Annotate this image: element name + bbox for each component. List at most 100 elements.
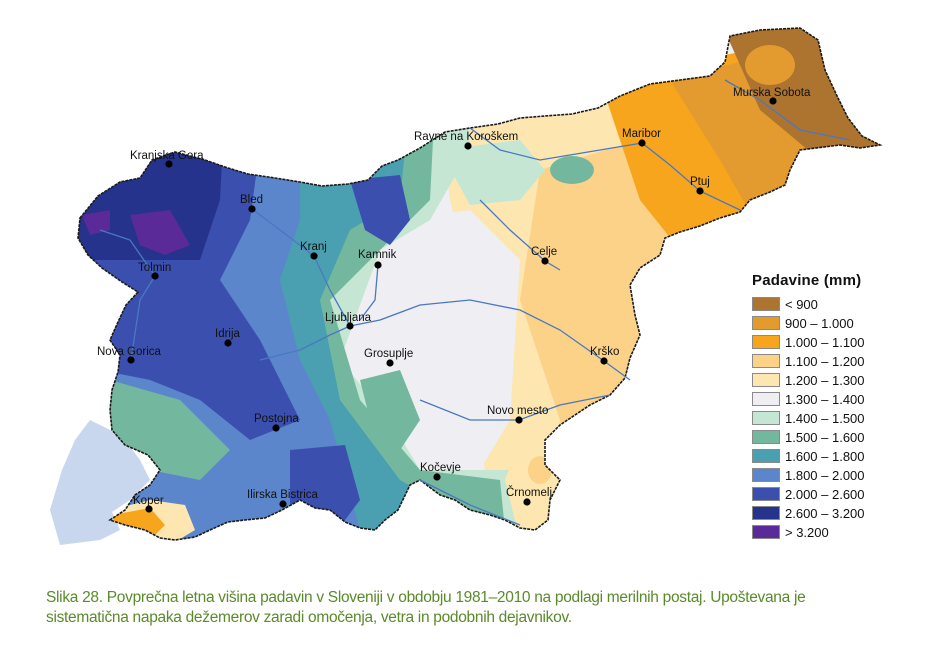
legend-swatch [752,354,780,368]
city-dot-icon [145,505,153,513]
river-ljubljanica [259,325,351,361]
city-label: Ravne na Koroškem [414,131,518,143]
legend-label: < 900 [785,296,818,312]
city-dot-icon [638,139,646,147]
city-dot-icon [386,359,394,367]
city-label: Črnomelj [506,486,552,499]
city-dot-icon [279,500,287,508]
legend-label: 900 – 1.000 [785,315,854,331]
city-label: Kranjska Gora [130,150,204,162]
city-dot-icon [696,187,704,195]
city-label: Novo mesto [487,405,548,417]
legend-label: 2.000 – 2.600 [785,486,865,502]
city-label: Tolmin [138,262,171,274]
city-dot-icon [600,357,608,365]
city-dot-icon [769,97,777,105]
city-marker: Kranj [300,241,327,260]
river-mura [724,79,851,141]
legend-item: 2.600 – 3.200 [752,504,922,522]
city-label: Idrija [215,328,241,340]
legend-label: 1.800 – 2.000 [785,467,865,483]
city-dot-icon [433,473,441,481]
legend-label: 1.400 – 1.500 [785,410,865,426]
city-marker: Novo mesto [487,405,548,424]
city-label: Bled [240,194,263,206]
city-label: Krško [590,346,619,358]
legend-label: 2.600 – 3.200 [785,505,865,521]
country-border [77,27,883,541]
city-label: Postojna [254,413,299,425]
city-dot-icon [224,339,232,347]
river-kolpa [419,479,521,526]
legend-label: 1.300 – 1.400 [785,391,865,407]
city-label: Kranj [300,241,327,253]
city-marker: Postojna [254,413,299,432]
city-label: Koper [133,495,164,507]
city-marker: Bled [240,194,263,213]
river-sava [251,208,631,381]
legend-swatch [752,449,780,463]
rivers [99,79,851,526]
city-marker: Krško [590,346,619,365]
legend-label: 1.000 – 1.100 [785,334,865,350]
city-marker: Ravne na Koroškem [414,131,518,150]
city-marker: Ilirska Bistrica [247,489,319,508]
legend-swatch [752,487,780,501]
legend-label: 1.600 – 1.800 [785,448,865,464]
legend-item: 900 – 1.000 [752,314,922,332]
city-dot-icon [272,424,280,432]
legend-label: 1.500 – 1.600 [785,429,865,445]
legend-swatch [752,297,780,311]
river-kamniska [359,264,379,321]
city-dot-icon [374,261,382,269]
legend-swatch [752,392,780,406]
legend-item: 1.400 – 1.500 [752,409,922,427]
legend-item: 1.200 – 1.300 [752,371,922,389]
city-label: Kamnik [358,249,397,261]
caption-line-1: Slika 28. Povprečna letna višina padavin… [46,589,806,606]
city-marker: Grosuplje [364,348,413,367]
city-label: Kočevje [420,462,461,474]
city-marker: Ljubljana [325,312,372,330]
legend-item: 2.000 – 2.600 [752,485,922,503]
city-marker: Kranjska Gora [130,150,204,168]
legend-label: 1.200 – 1.300 [785,372,865,388]
city-dot-icon [541,257,549,265]
figure-caption: Slika 28. Povprečna letna višina padavin… [46,588,926,628]
city-dot-icon [346,322,354,330]
legend-item: 1.000 – 1.100 [752,333,922,351]
city-dot-icon [523,498,531,506]
city-marker: Maribor [622,128,661,147]
city-dot-icon [151,272,159,280]
city-dot-icon [310,252,318,260]
city-marker: Tolmin [138,262,171,280]
river-drava [469,127,741,211]
city-dot-icon [464,142,472,150]
caption-line-2: sistematična napaka dežemerov zaradi omo… [46,609,572,626]
city-label: Murska Sobota [733,87,811,99]
city-label: Ilirska Bistrica [247,489,319,501]
city-dot-icon [515,416,523,424]
city-marker: Kamnik [358,249,397,269]
city-marker: Nova Gorica [97,346,162,364]
legend-label: 1.100 – 1.200 [785,353,865,369]
city-marker: Kočevje [420,462,461,481]
city-marker: Murska Sobota [733,87,811,105]
legend: Padavine (mm) < 900 900 – 1.000 1.000 – 1.… [752,272,922,542]
legend-swatch [752,373,780,387]
city-dot-icon [248,205,256,213]
river-savinja [479,199,561,271]
legend-items: < 900 900 – 1.000 1.000 – 1.100 1.100 – 1.2… [752,295,922,541]
city-markers: Kranjska Gora Bled Kranj Kamnik Tolmin Ljublj… [97,87,811,513]
legend-swatch [752,411,780,425]
city-label: Celje [531,246,557,258]
city-label: Nova Gorica [97,346,162,358]
city-dot-icon [165,160,173,168]
legend-label: > 3.200 [785,524,829,540]
city-label: Maribor [622,128,661,140]
legend-title: Padavine (mm) [752,272,862,289]
adriatic-sea [50,420,150,545]
legend-swatch [752,335,780,349]
city-label: Ljubljana [325,312,372,324]
city-label: Grosuplje [364,348,413,360]
